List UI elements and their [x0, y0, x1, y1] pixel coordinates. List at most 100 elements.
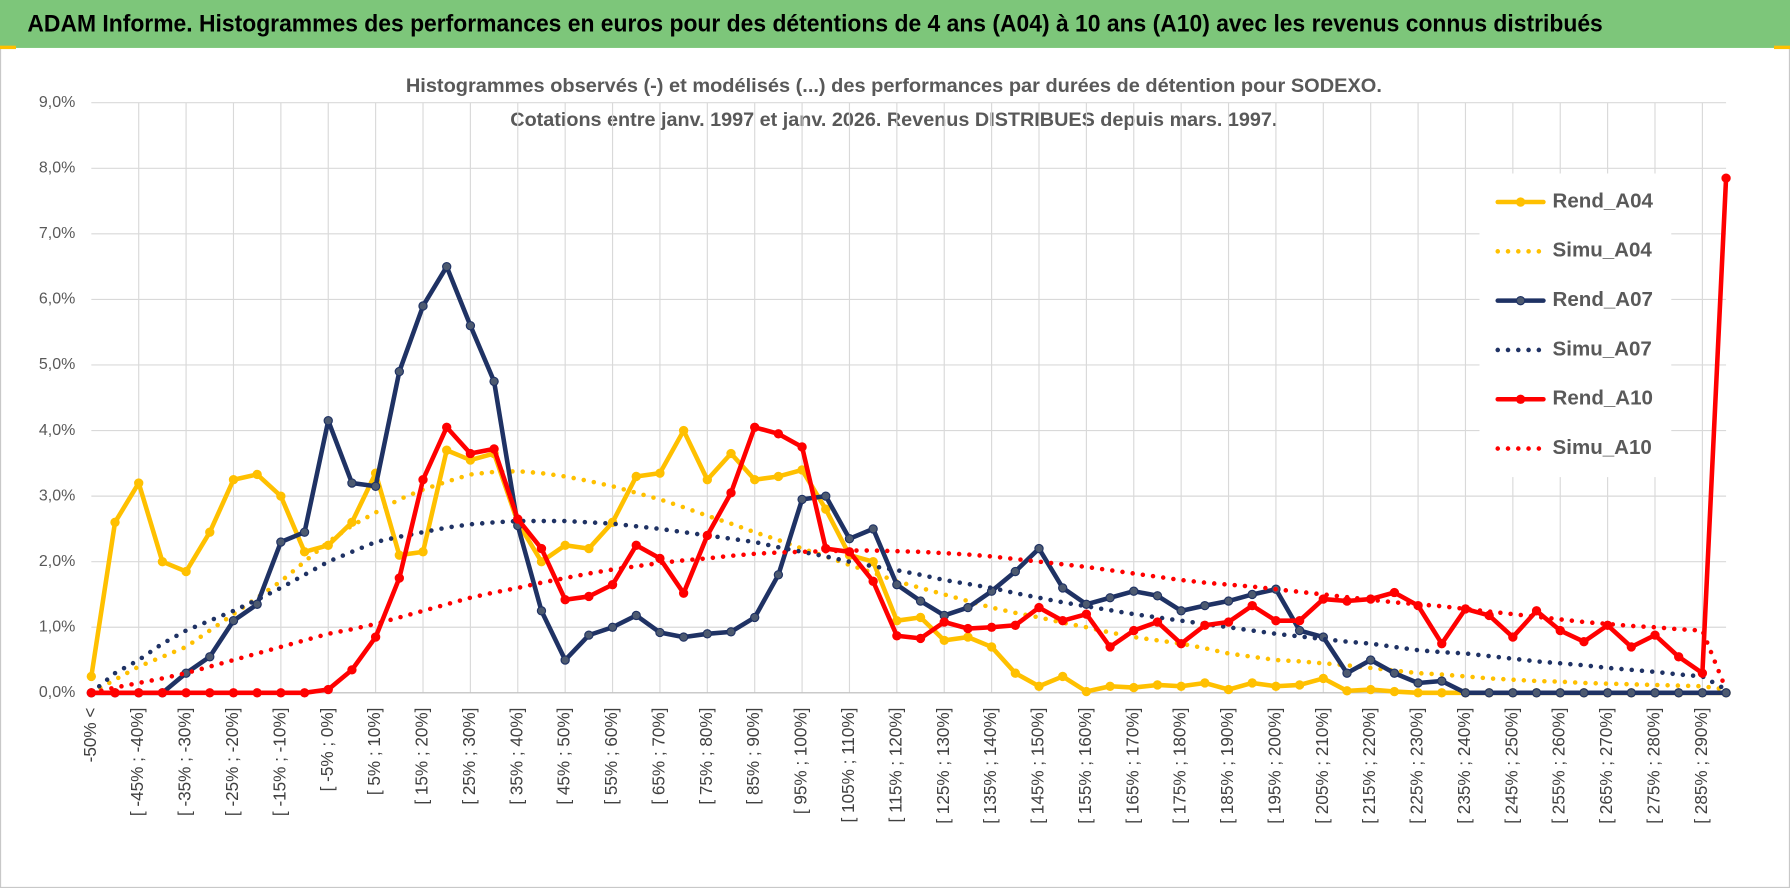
data-point	[963, 602, 973, 613]
y-tick-label: 4,0%	[39, 422, 75, 439]
header-band	[0, 0, 1790, 48]
chart-subtitle: Cotations entre janv. 1997 et janv. 2026…	[510, 109, 1277, 131]
x-tick-label: [ 125% ; 130%]	[934, 708, 953, 824]
data-point	[1247, 678, 1257, 688]
model-line	[89, 518, 1729, 696]
data-point	[299, 527, 310, 537]
data-point	[536, 543, 547, 554]
model-line	[89, 468, 1729, 696]
data-point	[442, 422, 452, 432]
data-point	[252, 688, 262, 698]
corner-mark	[1774, 45, 1790, 50]
data-point	[1626, 688, 1636, 698]
x-tick-label: [ 185% ; 190%]	[1218, 708, 1237, 824]
data-point	[86, 671, 97, 682]
legend-marker	[1515, 295, 1526, 306]
x-tick-label: [ 245% ; 250%]	[1502, 708, 1521, 824]
data-point	[1247, 589, 1257, 600]
data-point	[276, 537, 286, 547]
data-point	[797, 442, 807, 452]
data-point	[915, 596, 926, 606]
data-point	[939, 635, 949, 646]
data-point	[1342, 686, 1352, 696]
data-point	[1294, 625, 1305, 636]
data-point	[655, 627, 665, 638]
data-point	[394, 573, 405, 583]
y-tick-label: 6,0%	[39, 291, 75, 308]
legend-marker	[1515, 394, 1526, 404]
data-point	[584, 543, 594, 554]
plot-area	[86, 173, 1731, 698]
data-point	[370, 481, 381, 491]
x-tick-label: [ 65% ; 70%]	[649, 708, 668, 805]
data-point	[1602, 620, 1613, 630]
data-point	[773, 429, 784, 439]
data-point	[1200, 600, 1210, 611]
chart-title: Histogrammes observés (-) et modélisés (…	[406, 75, 1382, 97]
data-point	[110, 688, 120, 698]
data-point	[1413, 688, 1423, 698]
data-point	[205, 527, 215, 537]
data-point	[1650, 630, 1660, 640]
data-point	[1579, 688, 1589, 698]
data-point	[347, 478, 357, 488]
data-point	[228, 475, 239, 485]
data-point	[1579, 637, 1589, 647]
data-point	[1531, 688, 1542, 698]
data-point	[205, 688, 215, 698]
y-tick-label: 5,0%	[39, 356, 75, 373]
data-point	[1271, 616, 1281, 626]
data-point	[418, 475, 428, 485]
data-point	[1129, 586, 1139, 596]
x-tick-label: [ 85% ; 90%]	[744, 708, 763, 805]
data-point	[1200, 620, 1210, 630]
x-tick-label: [ 55% ; 60%]	[602, 708, 621, 805]
data-point	[1460, 688, 1471, 698]
data-point	[465, 320, 476, 331]
observed-line	[89, 428, 1729, 696]
data-point	[797, 494, 807, 505]
data-point	[489, 376, 499, 387]
data-point	[1247, 600, 1257, 611]
x-tick-label: [ 45% ; 50%]	[555, 708, 574, 805]
data-point	[1437, 638, 1447, 649]
data-point	[228, 616, 239, 626]
data-point	[1508, 688, 1518, 698]
data-point	[773, 471, 784, 482]
data-point	[678, 425, 689, 436]
data-point	[963, 623, 973, 634]
data-point	[1389, 587, 1400, 598]
data-point	[1200, 678, 1210, 688]
x-tick-label: [ 265% ; 270%]	[1597, 708, 1616, 824]
data-point	[1176, 606, 1186, 616]
x-tick-label: [ 15% ; 20%]	[413, 708, 432, 805]
x-tick-label: [ 225% ; 230%]	[1408, 708, 1427, 824]
data-point	[560, 595, 570, 605]
data-point	[915, 612, 926, 623]
data-point	[1484, 688, 1494, 698]
data-point	[1010, 668, 1020, 678]
data-point	[299, 547, 310, 557]
data-point	[607, 622, 618, 632]
data-point	[1176, 638, 1186, 649]
x-tick-label: [ 155% ; 160%]	[1076, 708, 1095, 824]
y-tick-label: 7,0%	[39, 225, 75, 242]
data-point	[1389, 668, 1400, 678]
data-point	[1697, 668, 1708, 678]
data-point	[892, 579, 902, 590]
data-point	[963, 632, 973, 642]
data-point	[205, 652, 215, 662]
data-point	[1223, 617, 1234, 627]
x-tick-label: [ 25% ; 30%]	[460, 708, 479, 805]
x-tick-label: [ 235% ; 240%]	[1455, 708, 1474, 824]
data-point	[489, 444, 499, 454]
data-point	[418, 301, 428, 311]
data-point	[1366, 655, 1376, 665]
data-point	[1223, 684, 1234, 695]
data-point	[513, 514, 523, 524]
data-point	[1674, 652, 1684, 662]
legend-box	[1479, 173, 1672, 478]
data-point	[1152, 617, 1163, 627]
legend-label: Simu_A10	[1553, 436, 1652, 459]
